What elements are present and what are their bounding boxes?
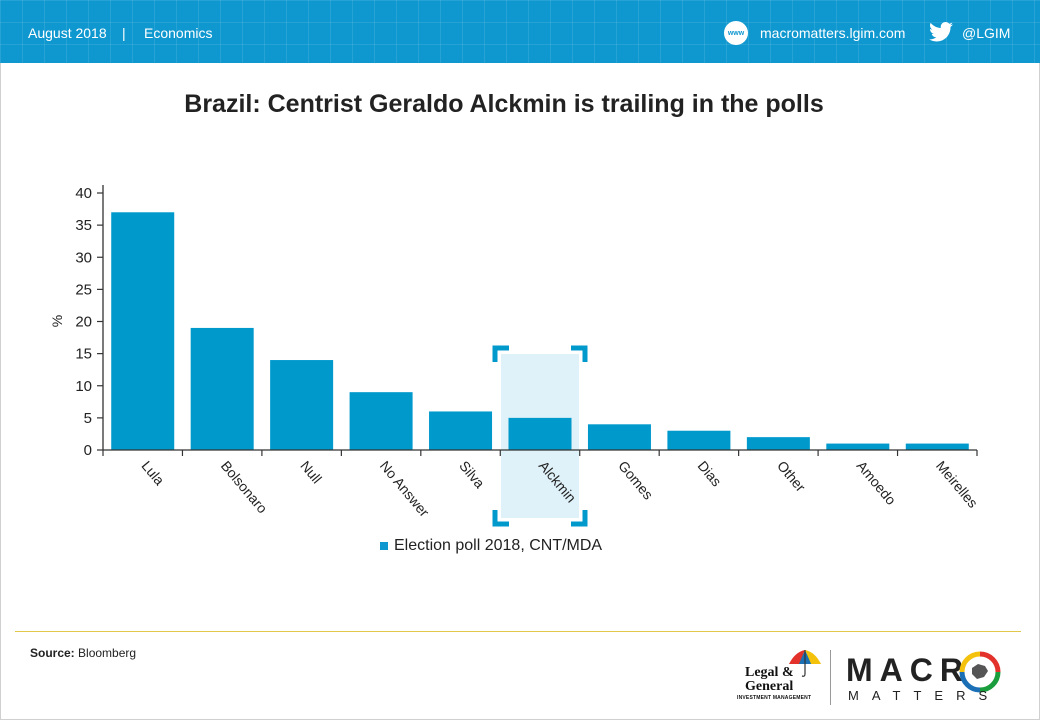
y-tick-label: 5 [84,410,92,427]
y-tick-label: 10 [75,378,92,395]
y-tick-label: 35 [75,217,92,234]
logo-lg-line2: General [745,679,794,694]
x-tick-label: Silva [456,458,488,492]
bar [349,392,413,450]
x-tick-label: Bolsonaro [218,458,271,517]
x-tick-label: Meirelles [933,458,981,511]
legal-general-logo: Legal & General INVESTMENT MANAGEMENT [735,648,825,704]
bar [190,327,254,450]
header-separator: | [122,25,126,41]
globe-ring-icon [959,651,1001,693]
bar [905,443,969,450]
umbrella-icon [789,650,821,677]
top-banner: August 2018 | Economics www macromatters… [0,0,1040,63]
bar [826,443,890,450]
y-axis-label: % [49,315,65,327]
bar [587,424,651,450]
x-tick-label: No Answer [377,458,433,520]
chart-legend: Election poll 2018, CNT/MDA [380,537,602,555]
bar [746,437,810,450]
logo-divider [830,650,831,705]
highlight-bracket [492,345,509,362]
logo-mm-word2: MATTERS [848,688,1001,703]
date-label: August 2018 [28,25,107,41]
legend-label: Election poll 2018, CNT/MDA [394,537,603,554]
source-note: Source: Bloomberg [30,646,136,660]
bar [667,430,731,450]
chart-title: Brazil: Centrist Geraldo Alckmin is trai… [184,90,824,118]
x-tick-label: Other [774,458,809,495]
www-icon: www [724,21,748,45]
logo-mm-word1: MACR [846,652,970,688]
twitter-handle[interactable]: @LGIM [962,25,1011,41]
y-tick-label: 40 [75,185,92,202]
bar [111,212,175,450]
x-tick-label: Amoedo [854,458,900,508]
section-label: Economics [144,25,213,41]
y-tick-label: 25 [75,281,92,298]
bar-chart: 0 5 10 15 20 25 30 35 40 Lula Bolsonaro Null No Answ… [49,185,981,527]
y-tick-label: 0 [84,442,92,459]
macro-matters-logo: MACR MATTERS [846,650,1006,706]
highlight-bracket [571,345,588,362]
x-tick-label: Dias [695,458,725,490]
x-tick-label: Null [297,458,325,487]
x-tick-label: Gomes [615,458,656,503]
logo-lg-line1: Legal & [745,665,794,680]
highlight-bracket [571,510,588,527]
legend-swatch [380,542,388,550]
bar [508,417,572,450]
source-label: Source: [30,646,75,660]
y-tick-label: 30 [75,249,92,266]
twitter-icon[interactable] [929,22,953,42]
bar [270,360,334,450]
y-tick-label: 15 [75,346,92,363]
source-value: Bloomberg [78,646,137,660]
bar [429,411,493,450]
footer-rule [15,631,1021,632]
y-tick-label: 20 [75,314,92,331]
x-tick-label: Lula [138,458,167,489]
logo-lg-line3: INVESTMENT MANAGEMENT [737,695,812,701]
highlight-bracket [492,510,509,527]
website-link[interactable]: macromatters.lgim.com [760,25,906,41]
